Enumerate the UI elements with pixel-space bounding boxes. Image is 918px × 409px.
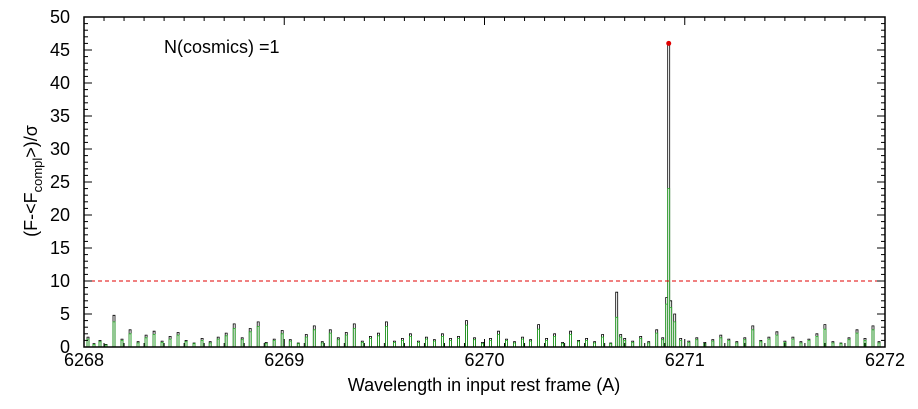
y-tick-label: 10: [50, 271, 70, 291]
y-tick-label: 45: [50, 40, 70, 60]
series-line-2: [84, 188, 885, 348]
y-tick-label: 20: [50, 205, 70, 225]
x-axis-label: Wavelength in input rest frame (A): [348, 375, 620, 395]
y-tick-label: 35: [50, 106, 70, 126]
y-axis-label-main: (F-<F: [21, 192, 41, 237]
y-axis-label-tail: >)/σ: [21, 125, 41, 158]
x-tick-label: 6269: [264, 350, 304, 370]
y-tick-label: 0: [60, 337, 70, 357]
y-tick-label: 30: [50, 139, 70, 159]
y-axis-label-subscript: compl: [30, 158, 45, 193]
x-tick-label: 6268: [64, 350, 104, 370]
y-tick-label: 25: [50, 172, 70, 192]
y-tick-label: 40: [50, 73, 70, 93]
y-tick-label: 15: [50, 238, 70, 258]
x-tick-label: 6272: [865, 350, 905, 370]
data-layer: [84, 40, 885, 348]
y-tick-label: 50: [50, 7, 70, 27]
x-tick-label: 6271: [665, 350, 705, 370]
x-tick-label: 6270: [464, 350, 504, 370]
y-tick-label: 5: [60, 304, 70, 324]
cosmic-point: [666, 40, 672, 46]
tick-layer: 6268 6269 6270 6271 6272 0 5 10 15 20 25 30 35 40 45 50: [50, 7, 905, 370]
label-layer: N(cosmics) =1 Wavelength in input rest f…: [21, 37, 620, 395]
cosmics-annotation: N(cosmics) =1: [164, 37, 280, 57]
y-axis-label: (F-<Fcompl>)/σ: [21, 125, 45, 237]
